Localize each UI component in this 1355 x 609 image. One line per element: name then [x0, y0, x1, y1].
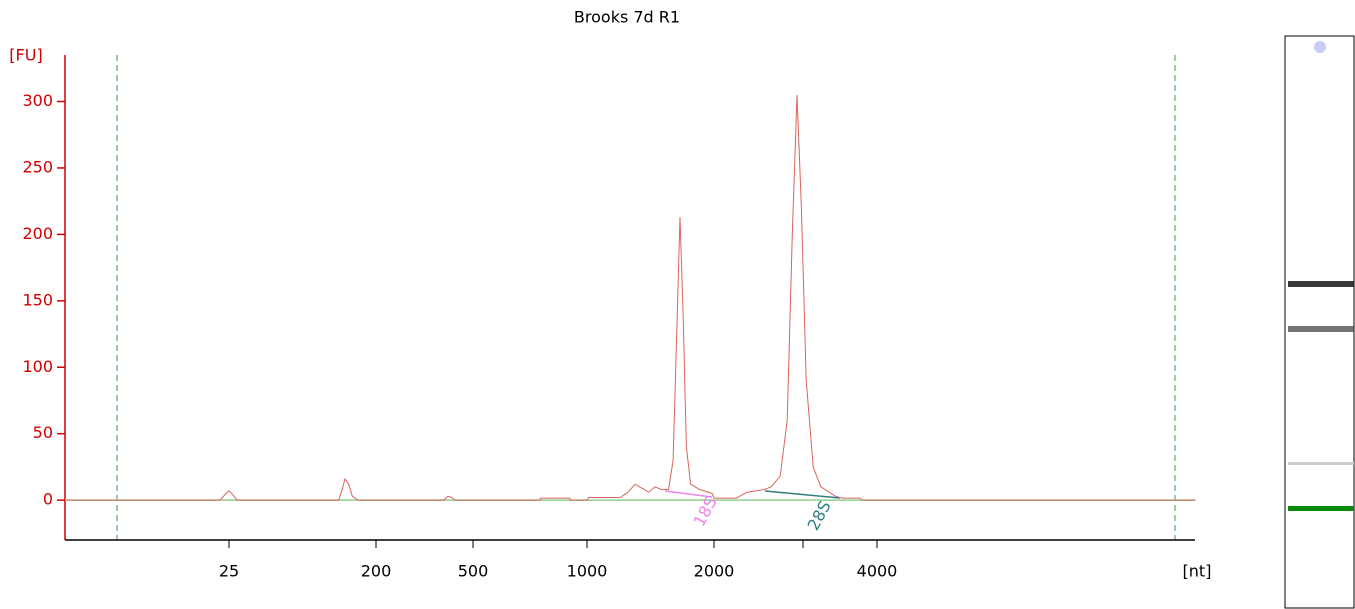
y-tick-label: 150 [22, 290, 53, 309]
peak-label: 18S [690, 494, 721, 530]
y-tick-label: 200 [22, 224, 53, 243]
region-line [764, 490, 841, 499]
gel-marker-band [1288, 506, 1354, 511]
x-tick-label: 25 [219, 562, 239, 581]
gel-spot [1314, 41, 1326, 53]
gel-lane [1284, 35, 1355, 609]
y-tick-label: 50 [33, 423, 53, 442]
trace-line [66, 94, 1196, 501]
gel-band [1288, 326, 1354, 332]
peak-label: 28S [804, 498, 835, 534]
y-tick-label: 300 [22, 91, 53, 110]
gel-band [1288, 281, 1354, 287]
x-tick-label: 500 [458, 562, 489, 581]
y-tick-label: 0 [43, 490, 53, 509]
y-tick-label: 100 [22, 357, 53, 376]
x-tick-label: 200 [361, 562, 392, 581]
gel-frame [1284, 35, 1355, 609]
gel-band [1288, 462, 1354, 465]
chart-title: Brooks 7d R1 [574, 8, 680, 27]
y-axis-label: [FU] [9, 46, 42, 65]
x-axis-label: [nt] [1183, 562, 1212, 581]
x-tick-label: 2000 [694, 562, 735, 581]
x-tick-label: 1000 [567, 562, 608, 581]
region-line [664, 490, 713, 498]
x-tick-label: 4000 [857, 562, 898, 581]
y-tick-label: 250 [22, 157, 53, 176]
